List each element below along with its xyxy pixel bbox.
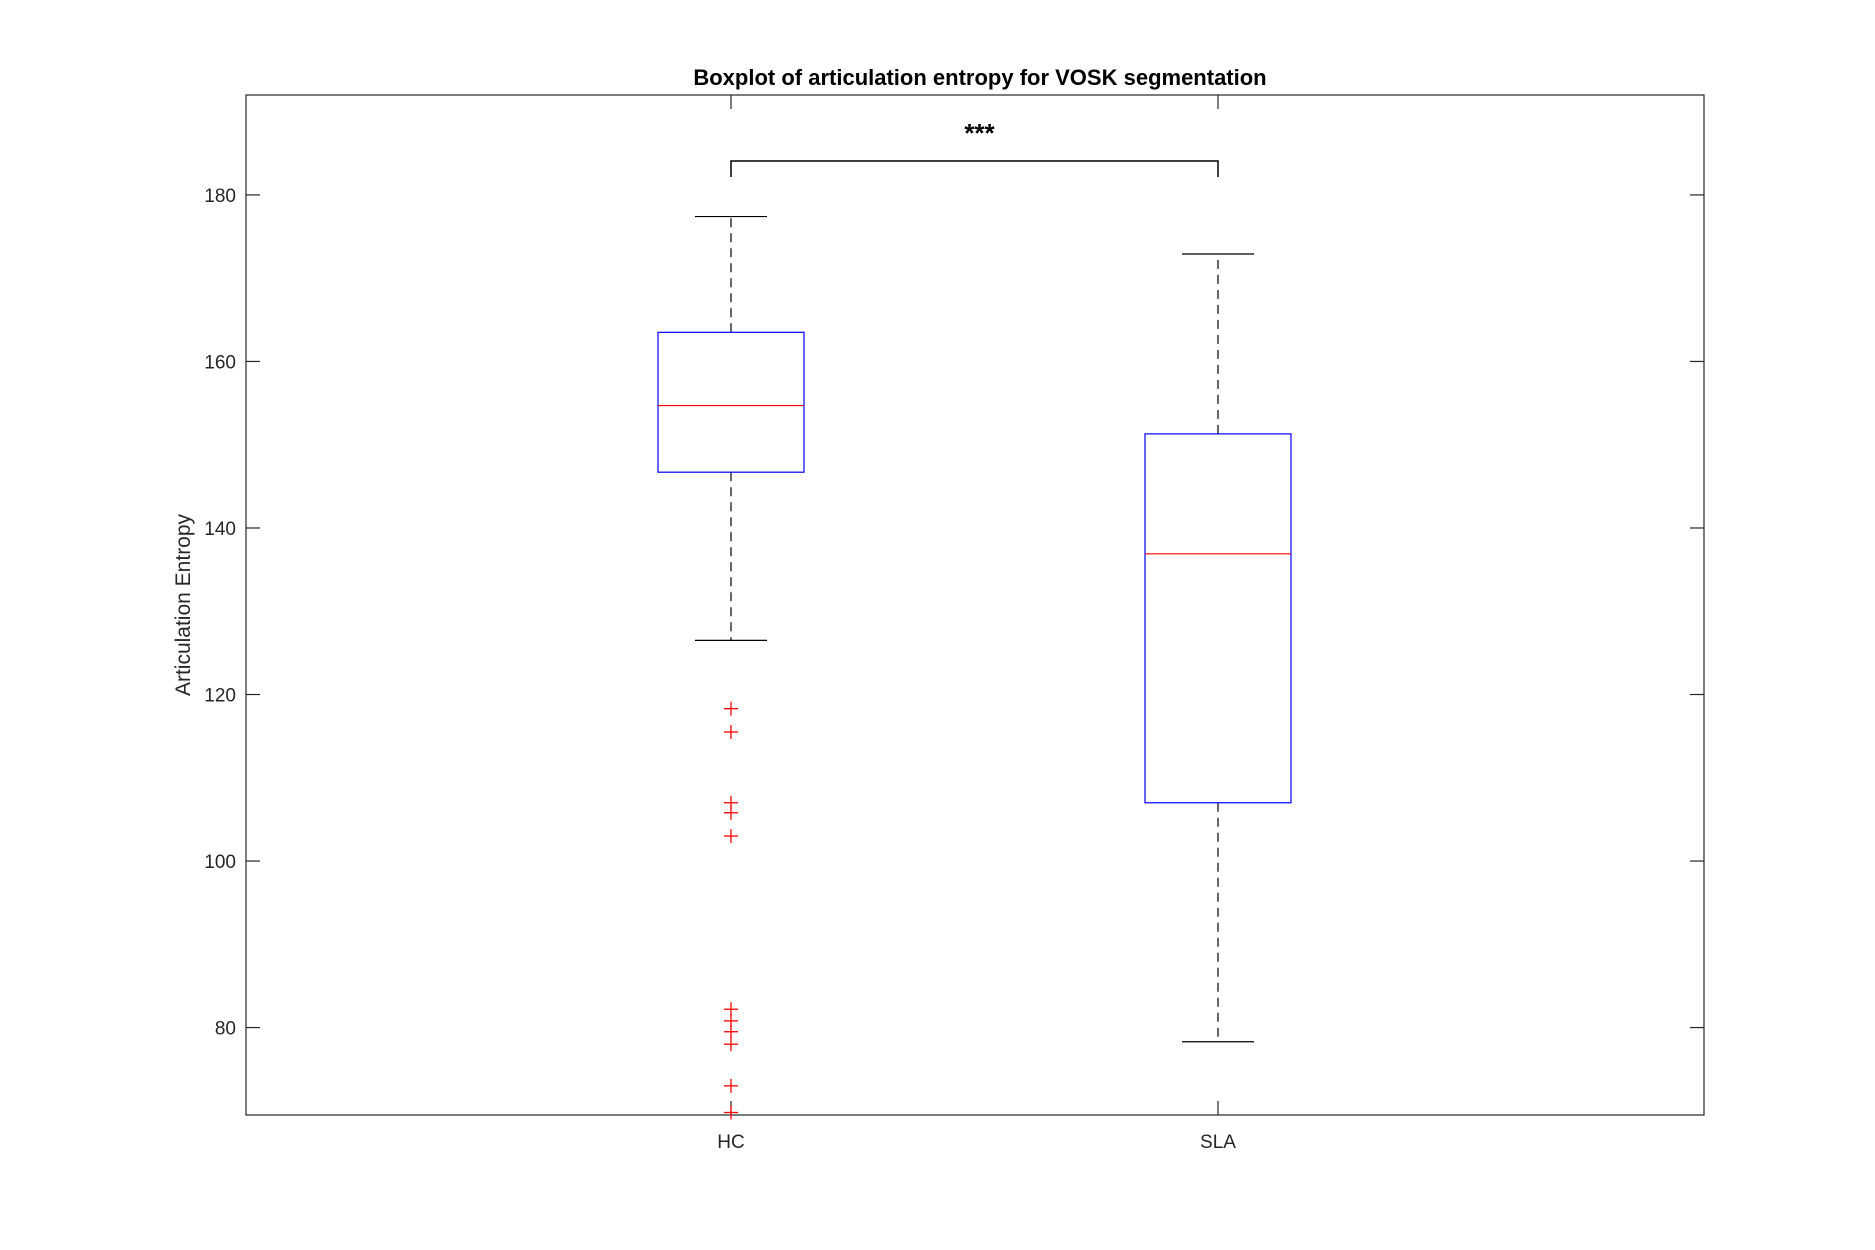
plot-area-frame <box>245 94 1705 1116</box>
box-sla <box>1144 433 1292 804</box>
outlier-marker <box>724 829 738 844</box>
y-axis-label: Articulation Entropy <box>172 513 195 696</box>
y-tick-label: 140 <box>204 519 236 540</box>
y-tick-label: 100 <box>204 852 236 873</box>
outlier-marker <box>724 1037 738 1052</box>
y-tick-label: 80 <box>215 1019 236 1040</box>
significance-bracket: *** <box>730 118 1219 177</box>
outlier-marker <box>724 1105 738 1120</box>
outlier-marker <box>724 701 738 716</box>
y-tick-label: 120 <box>204 686 236 707</box>
chart-title: Boxplot of articulation entropy for VOSK… <box>693 65 1266 90</box>
outlier-marker <box>724 805 738 820</box>
y-tick-label: 160 <box>204 352 236 373</box>
bracket-line <box>730 160 1219 177</box>
x-axis: HC SLA <box>717 95 1236 1153</box>
boxes <box>657 215 1292 1120</box>
outlier-marker <box>724 1078 738 1093</box>
outlier-marker <box>724 724 738 739</box>
x-tick-label: SLA <box>1200 1132 1236 1153</box>
outlier-marker <box>724 1024 738 1039</box>
y-axis: 80 100 120 140 160 180 <box>204 186 1704 1040</box>
significance-label: *** <box>964 118 995 148</box>
box-hc <box>657 331 805 473</box>
y-tick-label: 180 <box>204 186 236 207</box>
x-tick-label: HC <box>717 1132 744 1153</box>
